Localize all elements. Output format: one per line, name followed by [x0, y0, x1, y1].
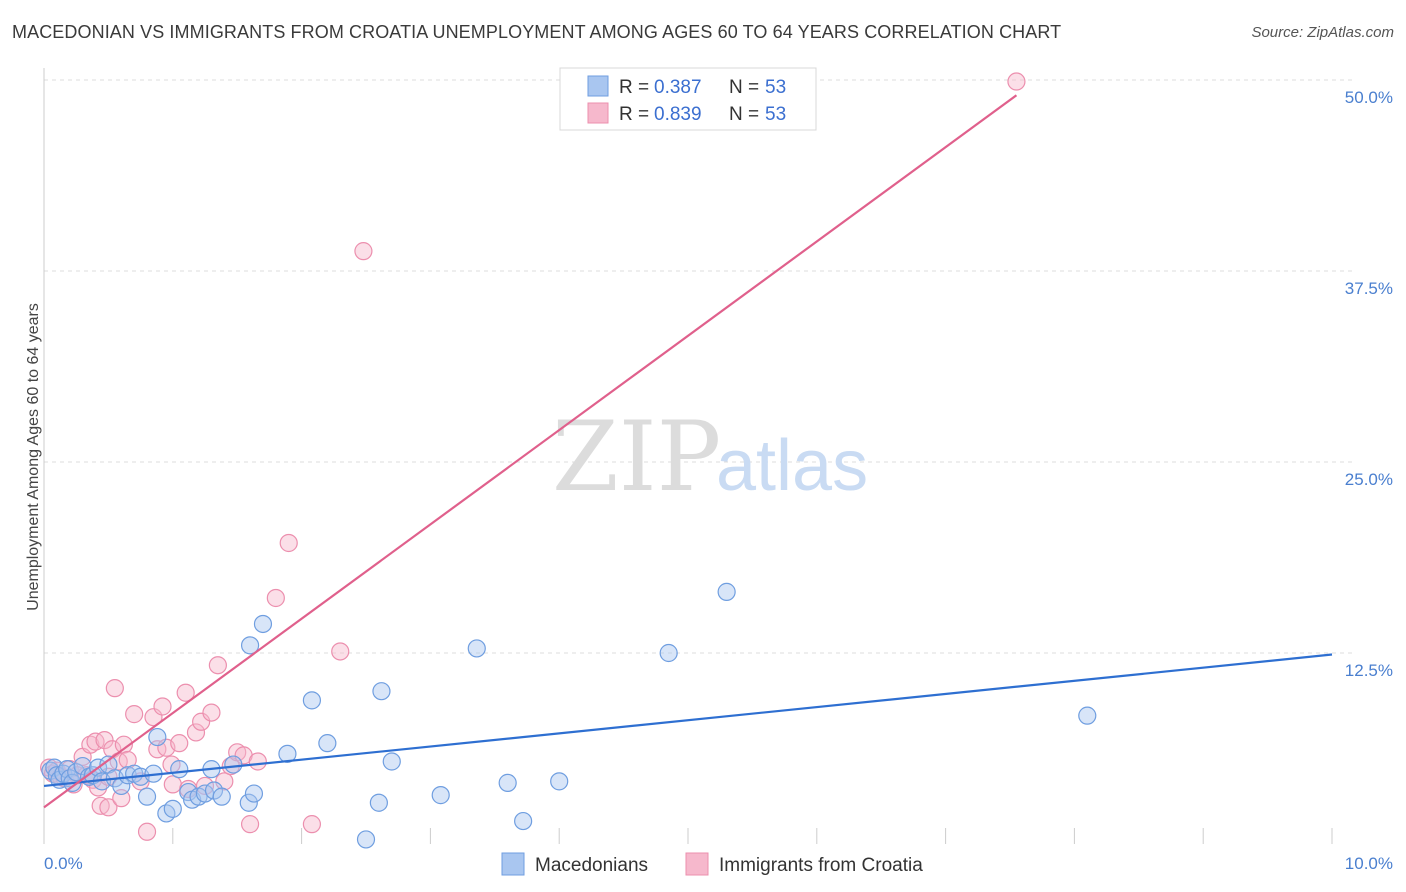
- point-croatia-32: [163, 775, 182, 794]
- legend-r-label-1: R =: [619, 77, 649, 98]
- point-macedonians-49: [550, 772, 569, 791]
- watermark-atlas: atlas: [716, 426, 868, 506]
- point-croatia-37: [192, 712, 211, 731]
- correlation-legend: R = 0.387 N = 53 R = 0.839 N = 53: [559, 67, 817, 131]
- point-croatia-26: [137, 822, 157, 841]
- point-macedonians-41: [356, 830, 376, 849]
- point-croatia-22: [114, 735, 133, 754]
- point-macedonians-36: [244, 784, 264, 803]
- point-macedonians-34: [239, 793, 258, 812]
- point-macedonians-42: [369, 793, 388, 812]
- legend-n-value-2: 53: [765, 104, 786, 125]
- y-tick-labels: 12.5% 25.0% 37.5% 50.0%: [1345, 88, 1393, 680]
- legend-n-label-2: N =: [729, 104, 759, 125]
- legend-swatch-croatia: [587, 102, 609, 124]
- watermark-zip: ZIP: [552, 401, 721, 513]
- point-macedonians-43: [372, 682, 391, 701]
- point-croatia-38: [195, 776, 215, 796]
- y-axis-label: Unemployment Among Ages 60 to 64 years: [25, 303, 42, 611]
- point-croatia-17: [99, 798, 118, 817]
- axes: [43, 68, 1333, 844]
- point-croatia-24: [125, 705, 144, 724]
- series-croatia-points: [40, 72, 1026, 841]
- y-tick-label-1: 25.0%: [1345, 470, 1393, 489]
- point-macedonians-48: [514, 811, 533, 831]
- grid-lines: [44, 79, 1352, 654]
- point-macedonians-33: [224, 755, 243, 774]
- point-macedonians-24: [163, 799, 182, 818]
- point-macedonians-47: [498, 773, 517, 792]
- point-macedonians-45: [431, 786, 450, 805]
- x-tick-label-1: 10.0%: [1345, 854, 1393, 873]
- point-croatia-46: [248, 752, 267, 771]
- legend-swatch-macedonians: [587, 75, 609, 97]
- point-macedonians-35: [240, 636, 260, 655]
- point-macedonians-23: [157, 804, 176, 823]
- point-croatia-29: [153, 697, 172, 716]
- legend-r-value-2: 0.839: [654, 104, 702, 125]
- point-croatia-19: [105, 679, 124, 698]
- point-croatia-49: [302, 815, 322, 834]
- x-tick-labels: 0.0% 10.0%: [44, 854, 1393, 873]
- point-croatia-40: [208, 656, 227, 675]
- point-croatia-45: [240, 815, 260, 834]
- point-macedonians-37: [253, 614, 273, 634]
- legend-r-label-2: R =: [619, 104, 649, 125]
- trend-lines: [43, 94, 1333, 809]
- source-label: Source: ZipAtlas.com: [1251, 24, 1394, 41]
- point-macedonians-51: [717, 582, 736, 601]
- point-macedonians-46: [467, 639, 486, 658]
- point-croatia-10: [81, 735, 100, 754]
- x-tick-label-0: 0.0%: [44, 854, 83, 873]
- point-macedonians-40: [318, 734, 337, 753]
- legend-n-label-1: N =: [729, 77, 759, 98]
- point-macedonians-52: [1078, 706, 1097, 725]
- point-croatia-47: [266, 588, 285, 608]
- bottom-legend-swatch-croatia: [685, 852, 709, 876]
- watermark: ZIP atlas: [552, 401, 868, 513]
- point-croatia-50: [331, 642, 350, 661]
- y-tick-label-2: 37.5%: [1345, 279, 1393, 298]
- point-croatia-48: [279, 533, 298, 553]
- series-legend: Macedonians Immigrants from Croatia: [501, 852, 923, 876]
- point-macedonians-25: [170, 760, 189, 779]
- legend-r-value-1: 0.387: [654, 77, 702, 98]
- point-croatia-14: [91, 796, 110, 815]
- point-croatia-34: [176, 683, 195, 702]
- y-tick-label-3: 50.0%: [1345, 88, 1393, 107]
- point-macedonians-9: [73, 756, 92, 776]
- bottom-legend-macedonians: Macedonians: [535, 855, 648, 876]
- point-croatia-12: [86, 732, 105, 751]
- point-macedonians-44: [382, 752, 401, 771]
- legend-n-value-1: 53: [765, 77, 786, 98]
- trend-line-croatia: [43, 94, 1018, 809]
- point-macedonians-38: [278, 744, 297, 763]
- point-croatia-33: [170, 734, 189, 753]
- chart-title: MACEDONIAN VS IMMIGRANTS FROM CROATIA UN…: [12, 22, 1062, 42]
- point-macedonians-22: [148, 727, 167, 747]
- point-croatia-15: [95, 730, 114, 750]
- point-macedonians-39: [302, 691, 322, 710]
- y-tick-label-0: 12.5%: [1345, 661, 1393, 680]
- point-croatia-36: [186, 723, 206, 742]
- point-croatia-51: [354, 242, 373, 261]
- point-macedonians-32: [212, 787, 231, 806]
- bottom-legend-swatch-macedonians: [501, 852, 525, 876]
- point-croatia-52: [1007, 72, 1026, 91]
- point-macedonians-20: [137, 787, 157, 806]
- point-macedonians-50: [659, 643, 678, 663]
- point-croatia-39: [202, 703, 221, 722]
- bottom-legend-croatia: Immigrants from Croatia: [719, 855, 923, 876]
- point-croatia-41: [215, 772, 234, 791]
- trend-line-macedonians: [43, 653, 1333, 788]
